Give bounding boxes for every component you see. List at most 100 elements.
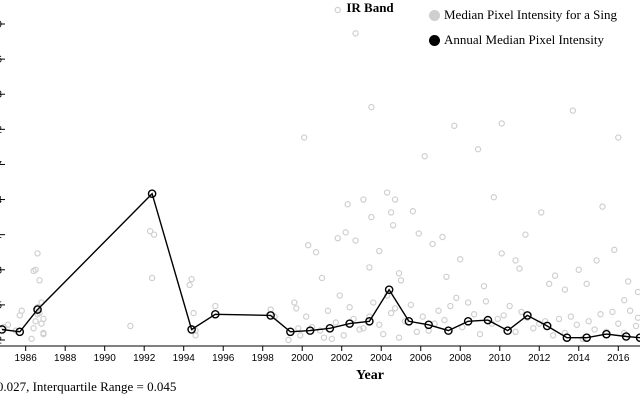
median-point [187, 325, 196, 334]
legend-swatch-black [429, 35, 440, 46]
median-point [424, 320, 433, 330]
scatter-point [150, 231, 158, 238]
scatter-point [615, 320, 622, 327]
scatter-point [389, 222, 397, 229]
scatter-point [620, 297, 628, 304]
scatter-point [312, 249, 320, 256]
scatter-point [397, 277, 405, 284]
scatter-point [370, 299, 377, 306]
scatter-point [506, 302, 513, 310]
scatter-point [368, 103, 375, 111]
scatter-point [148, 274, 156, 282]
median-point [542, 321, 552, 331]
scatter-point [500, 312, 507, 319]
scatter-point [474, 146, 482, 153]
scatter-point [480, 282, 488, 290]
y-tick-label: 0.29 [0, 20, 2, 31]
x-axis: 1986 1988 1990 1992 1994 1996 1998 2000 2002 2004… [0, 345, 640, 364]
scatter-point [512, 328, 519, 336]
scatter-point [482, 298, 490, 305]
x-tick-label: 2014 [568, 353, 591, 364]
scatter-point [324, 307, 332, 314]
scatter-point [549, 332, 557, 339]
median-point [305, 326, 315, 335]
scatter-point [421, 153, 428, 160]
scatter-point [470, 311, 478, 318]
y-tick-label: 0.11 [0, 230, 2, 241]
scatter-point [453, 294, 460, 302]
scatter-point [494, 315, 501, 323]
scatter-point [297, 332, 304, 339]
scatter-point [366, 264, 373, 271]
median-point [266, 311, 275, 320]
scatter-point [285, 336, 292, 344]
median-point [621, 332, 631, 341]
scatter-point [352, 237, 359, 244]
legend-label-annual: Annual Median Pixel Intensity [444, 32, 604, 47]
x-tick-label: 2008 [449, 353, 472, 364]
median-point [404, 316, 414, 326]
y-tick-label: 0.02 [0, 336, 2, 347]
scatter-point [334, 234, 341, 242]
scatter-point [538, 209, 545, 216]
median-point [582, 333, 591, 342]
y-axis: 0.02 0.05 0.08 0.11 0.14 0.17 0.2 0.23 0.26 0.29 [0, 20, 5, 347]
scatter-point [634, 288, 640, 296]
scatter-point [380, 330, 387, 338]
y-tick-label: 0.05 [0, 300, 2, 311]
median-point [345, 319, 354, 328]
scatter-point [457, 256, 464, 263]
scatter-point [30, 267, 37, 275]
scatter-point [464, 299, 472, 306]
scatter-point [383, 189, 391, 196]
x-tick-label: 1990 [94, 353, 117, 364]
scatter-point [599, 203, 606, 210]
scatter-point [447, 302, 454, 310]
x-tick-label: 1988 [54, 353, 77, 364]
scatter-point [632, 322, 640, 330]
scatter-point [451, 122, 458, 130]
median-line [1, 192, 640, 339]
x-tick-label: 1992 [133, 353, 156, 364]
scatter-point [555, 315, 563, 323]
median-point [602, 329, 611, 339]
scatter-point [360, 325, 367, 332]
scatter-point [441, 316, 448, 324]
scatter-point [413, 328, 420, 336]
scatter-point [575, 266, 582, 273]
median-point [523, 311, 532, 320]
x-tick-label: 2004 [370, 353, 393, 364]
scatter-point [342, 229, 349, 236]
scatter-point [334, 6, 341, 14]
y-tick-label: 0.2 [0, 125, 2, 136]
scatter-point [407, 301, 415, 309]
scatter-point [127, 322, 134, 330]
median-point [562, 333, 572, 342]
x-tick-label: 2002 [331, 353, 354, 364]
scatter-point [626, 307, 634, 314]
scatter-point [352, 30, 359, 37]
chart-title: IR Band [346, 0, 394, 15]
x-tick-label: 2000 [291, 353, 314, 364]
median-point [211, 309, 220, 319]
scatter-point [498, 250, 505, 257]
scatter-point [583, 280, 590, 288]
scatter-point [387, 309, 395, 317]
scatter-point [609, 308, 616, 316]
scatter-point [391, 305, 399, 312]
scatter-point [360, 196, 367, 203]
scatter-point [356, 326, 363, 333]
scatter-point [443, 273, 450, 280]
median-point [365, 316, 374, 326]
y-tick-label: 0.17 [0, 160, 2, 171]
scatter-point [591, 326, 598, 333]
scatter-point [512, 257, 519, 264]
x-tick-label: 2012 [528, 353, 551, 364]
scatter-point [395, 270, 403, 277]
scatter-point [376, 247, 383, 255]
median-point [444, 326, 453, 335]
scatter-point [32, 318, 39, 325]
y-tick-label: 0.08 [0, 265, 2, 276]
stats-text: an =0.027, Interquartile Range = 0.045 [0, 379, 177, 394]
